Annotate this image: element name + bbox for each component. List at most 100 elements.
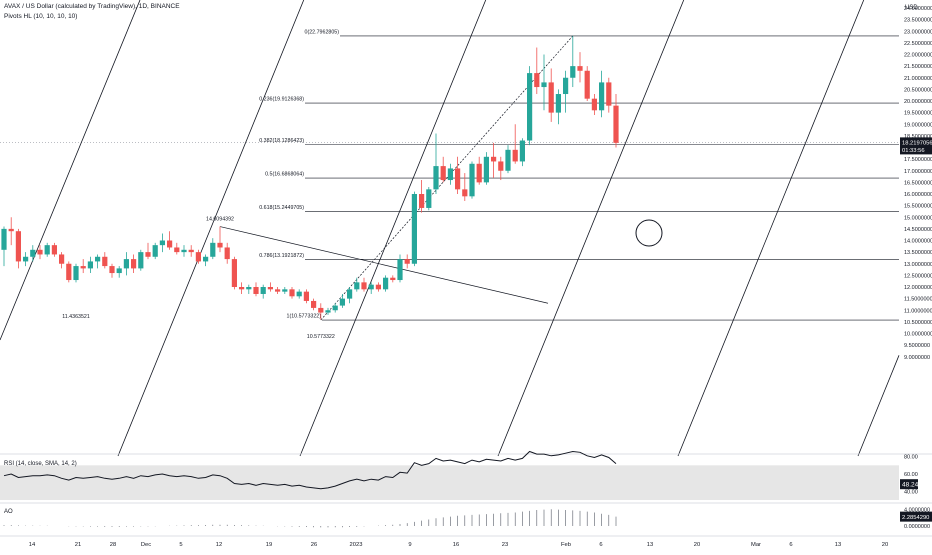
pivot-label: 14.6094392 bbox=[206, 216, 234, 222]
candle-body bbox=[131, 259, 137, 269]
time-tick-label: 21 bbox=[75, 542, 81, 548]
time-tick-label: 20 bbox=[694, 542, 700, 548]
time-axis: 14 21 28 Dec 5 12 19 26 2023 9 16 23 Feb 6 13 20 Mar 6 13 2… bbox=[0, 535, 932, 548]
price-tick-label: 10.0000000 bbox=[904, 332, 932, 338]
indicator-title: Pivots HL (10, 10, 10, 10) bbox=[4, 13, 78, 20]
candle-body bbox=[483, 156, 489, 183]
candle-body bbox=[138, 252, 144, 269]
candle-body bbox=[440, 166, 446, 181]
time-tick-label: Mar bbox=[751, 542, 761, 548]
channel-line bbox=[857, 355, 900, 457]
time-tick-label: 23 bbox=[502, 542, 508, 548]
price-tick-label: 13.0000000 bbox=[904, 262, 932, 268]
candle-body bbox=[447, 168, 453, 181]
candle-body bbox=[419, 194, 425, 208]
candle-body bbox=[109, 266, 115, 274]
candle-body bbox=[267, 287, 273, 290]
candle-body bbox=[498, 161, 504, 171]
candle-body bbox=[325, 310, 331, 313]
time-tick-label: Dec bbox=[141, 542, 151, 548]
ao-tick-label: 4.0000000 bbox=[904, 508, 930, 514]
candle-body bbox=[224, 247, 230, 260]
price-tick-label: 11.0000000 bbox=[904, 308, 932, 314]
channel-line bbox=[299, 0, 487, 457]
candle-body bbox=[534, 73, 540, 88]
candle-body bbox=[332, 305, 338, 311]
candle-body bbox=[555, 94, 561, 113]
candle-body bbox=[584, 70, 590, 99]
candle-body bbox=[44, 245, 50, 255]
time-tick-label: 13 bbox=[835, 542, 841, 548]
price-tick-label: 20.0000000 bbox=[904, 99, 932, 105]
candle-body bbox=[289, 289, 295, 297]
time-tick-label: 5 bbox=[179, 542, 182, 548]
candle-body bbox=[397, 259, 403, 281]
parallel-channel bbox=[0, 0, 900, 457]
candle-body bbox=[375, 284, 381, 290]
fib-level-label: 0.236(19.9126368) bbox=[259, 97, 304, 103]
candle-body bbox=[318, 307, 324, 313]
rsi-value: 48.24 bbox=[902, 482, 919, 489]
candle-body bbox=[59, 254, 65, 264]
price-tick-label: 15.0000000 bbox=[904, 215, 932, 221]
price-tick-label: 15.5000000 bbox=[904, 204, 932, 210]
price-tick-label: 24.0000000 bbox=[904, 6, 932, 12]
candle-body bbox=[203, 256, 209, 262]
rsi-tick-label: 80.00 bbox=[904, 455, 918, 461]
time-tick-label: 19 bbox=[266, 542, 272, 548]
price-tick-label: 10.5000000 bbox=[904, 320, 932, 326]
candle-body bbox=[541, 82, 547, 88]
price-tick-label: 14.5000000 bbox=[904, 227, 932, 233]
symbol-title: AVAX / US Dollar (calculated by TradingV… bbox=[4, 3, 180, 10]
fib-level-label: 0(22.7962805) bbox=[305, 29, 340, 35]
countdown-label: 01:33:56 bbox=[902, 148, 925, 154]
fib-level-label: 0.5(16.6868064) bbox=[265, 172, 304, 178]
time-tick-label: 13 bbox=[647, 542, 653, 548]
ao-tick-label: 0.0000000 bbox=[904, 524, 930, 530]
candle-body bbox=[231, 259, 237, 287]
candle-body bbox=[512, 149, 518, 162]
candle-body bbox=[599, 82, 605, 111]
price-tick-label: 23.5000000 bbox=[904, 18, 932, 24]
rsi-value-bg bbox=[900, 479, 918, 490]
price-tick-label: 19.5000000 bbox=[904, 111, 932, 117]
time-tick-label: 6 bbox=[789, 542, 792, 548]
price-tick-label: 23.0000000 bbox=[904, 29, 932, 35]
candle-body bbox=[116, 268, 122, 274]
candle-body bbox=[1, 228, 7, 250]
price-tick-label: 22.5000000 bbox=[904, 41, 932, 47]
last-price-tag bbox=[900, 137, 932, 155]
time-tick-label: 14 bbox=[29, 542, 36, 548]
candle-body bbox=[339, 298, 345, 306]
candle-body bbox=[527, 73, 533, 141]
channel-line bbox=[0, 0, 141, 341]
candle-body bbox=[347, 289, 353, 299]
candle-body bbox=[95, 256, 101, 262]
time-tick-label: 20 bbox=[882, 542, 888, 548]
pivot-label: 10.5773322 bbox=[307, 334, 335, 340]
ao-value-bg bbox=[900, 511, 932, 522]
price-tick-label: 21.0000000 bbox=[904, 76, 932, 82]
price-tick-label: 17.5000000 bbox=[904, 157, 932, 163]
fib-level-label: 0.618(15.2449705) bbox=[259, 205, 304, 211]
candle-body bbox=[455, 168, 461, 190]
candle-body bbox=[66, 263, 72, 281]
candle-body bbox=[145, 252, 151, 257]
candle-body bbox=[548, 82, 554, 113]
fib-level-label: 1(10.5773322) bbox=[287, 314, 322, 320]
rsi-line bbox=[3, 450, 617, 490]
price-tick-label: 16.5000000 bbox=[904, 180, 932, 186]
candle-body bbox=[591, 98, 597, 111]
candle-body bbox=[469, 163, 475, 197]
candle-body bbox=[253, 287, 259, 294]
candle-body bbox=[433, 166, 439, 190]
candle-body bbox=[368, 284, 374, 290]
candle-body bbox=[181, 249, 187, 253]
time-tick-label: Feb bbox=[561, 542, 571, 548]
candle-body bbox=[260, 287, 266, 294]
candle-body bbox=[411, 194, 417, 264]
candle-body bbox=[275, 289, 281, 292]
candle-body bbox=[505, 149, 511, 171]
